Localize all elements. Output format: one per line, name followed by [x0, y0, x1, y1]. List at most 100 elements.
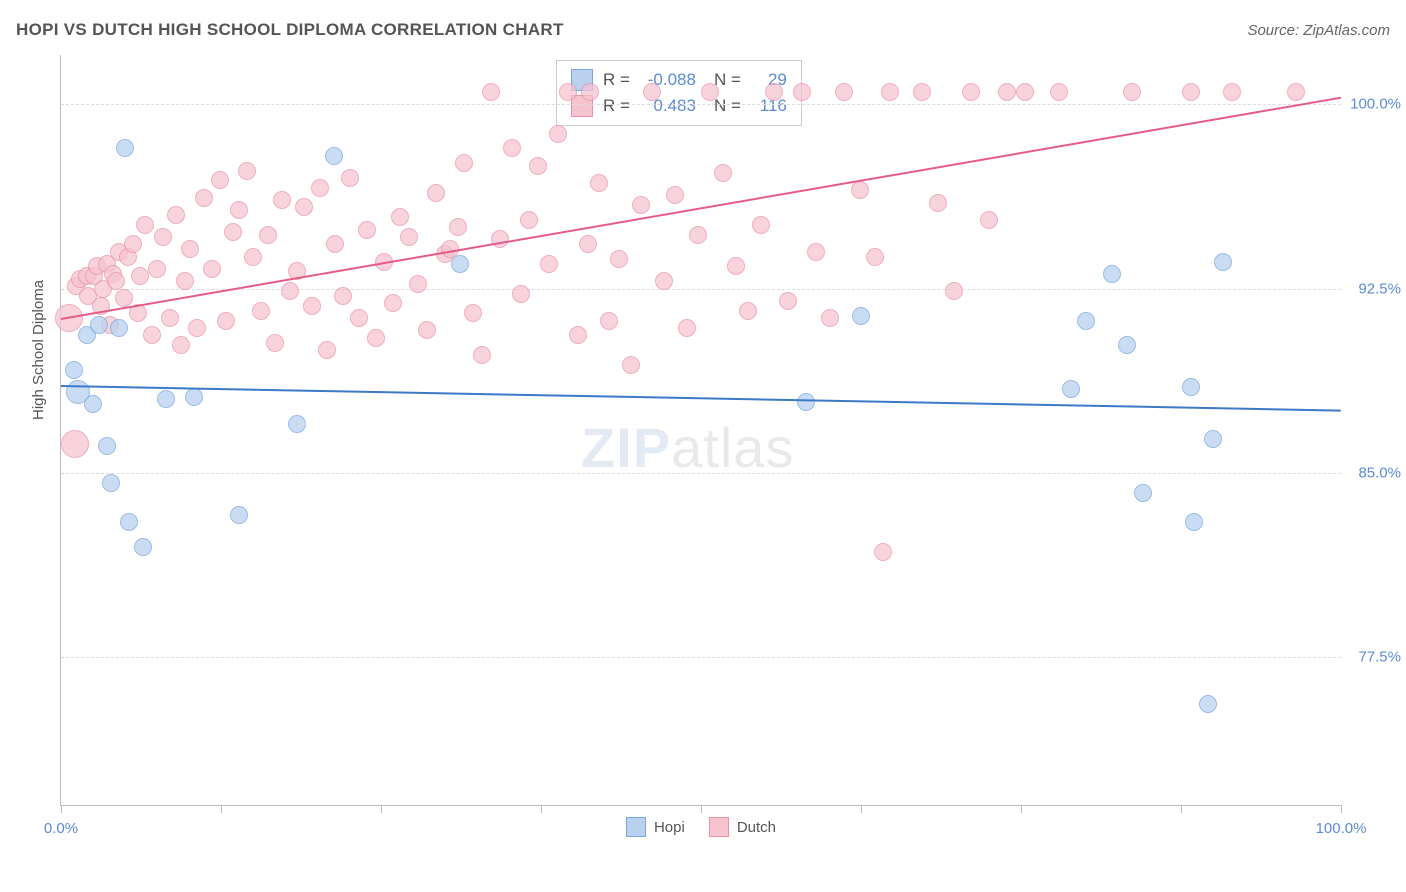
hopi-point	[1204, 430, 1222, 448]
dutch-point	[821, 309, 839, 327]
dutch-point	[689, 226, 707, 244]
dutch-point	[358, 221, 376, 239]
hopi-point	[157, 390, 175, 408]
dutch-point	[61, 430, 89, 458]
dutch-point	[136, 216, 154, 234]
dutch-point	[384, 294, 402, 312]
dutch-point	[154, 228, 172, 246]
dutch-point	[172, 336, 190, 354]
dutch-point	[334, 287, 352, 305]
dutch-point	[913, 83, 931, 101]
dutch-point	[115, 289, 133, 307]
dutch-point	[418, 321, 436, 339]
dutch-point	[482, 83, 500, 101]
dutch-point	[295, 198, 313, 216]
dutch-point	[962, 83, 980, 101]
dutch-point	[590, 174, 608, 192]
hopi-point	[1185, 513, 1203, 531]
x-tick	[221, 805, 222, 813]
dutch-point	[107, 272, 125, 290]
gridline	[61, 289, 1341, 290]
dutch-point	[464, 304, 482, 322]
legend-bottom: Hopi Dutch	[626, 817, 776, 837]
dutch-point	[1050, 83, 1068, 101]
y-tick-label: 85.0%	[1346, 465, 1401, 482]
hopi-point	[1077, 312, 1095, 330]
dutch-point	[632, 196, 650, 214]
dutch-point	[167, 206, 185, 224]
hopi-point	[325, 147, 343, 165]
dutch-point	[793, 83, 811, 101]
dutch-point	[303, 297, 321, 315]
dutch-point	[610, 250, 628, 268]
legend-item-hopi: Hopi	[626, 817, 685, 837]
dutch-point	[701, 83, 719, 101]
dutch-point	[427, 184, 445, 202]
hopi-point	[1182, 378, 1200, 396]
x-tick	[381, 805, 382, 813]
dutch-point	[266, 334, 284, 352]
dutch-point	[529, 157, 547, 175]
dutch-point	[244, 248, 262, 266]
dutch-point	[765, 83, 783, 101]
hopi-point	[797, 393, 815, 411]
dutch-point	[622, 356, 640, 374]
dutch-point	[835, 83, 853, 101]
dutch-point	[341, 169, 359, 187]
dutch-point	[455, 154, 473, 172]
hopi-point	[120, 513, 138, 531]
dutch-point	[579, 235, 597, 253]
dutch-point	[929, 194, 947, 212]
dutch-point	[409, 275, 427, 293]
watermark-part2: atlas	[671, 416, 794, 479]
dutch-point	[400, 228, 418, 246]
dutch-point	[1123, 83, 1141, 101]
stats-row-dutch: R = 0.483 N = 116	[571, 93, 787, 119]
hopi-point	[852, 307, 870, 325]
dutch-point	[143, 326, 161, 344]
dutch-point	[188, 319, 206, 337]
watermark: ZIPatlas	[581, 415, 794, 480]
hopi-point	[134, 538, 152, 556]
dutch-point	[779, 292, 797, 310]
dutch-point	[643, 83, 661, 101]
stats-r-label: R =	[603, 96, 630, 116]
y-axis-label: High School Diploma	[30, 280, 47, 420]
hopi-point	[90, 316, 108, 334]
dutch-point	[1016, 83, 1034, 101]
hopi-point	[1062, 380, 1080, 398]
dutch-point	[176, 272, 194, 290]
x-tick	[861, 805, 862, 813]
dutch-point	[473, 346, 491, 364]
dutch-point	[678, 319, 696, 337]
dutch-point	[224, 223, 242, 241]
x-tick-label: 100.0%	[1316, 820, 1367, 837]
stats-n-label: N =	[714, 96, 741, 116]
dutch-point	[211, 171, 229, 189]
dutch-point	[600, 312, 618, 330]
dutch-point	[367, 329, 385, 347]
hopi-trendline	[61, 385, 1341, 412]
dutch-point	[350, 309, 368, 327]
dutch-point	[874, 543, 892, 561]
dutch-point	[998, 83, 1016, 101]
hopi-point	[65, 361, 83, 379]
dutch-point	[655, 272, 673, 290]
dutch-point	[807, 243, 825, 261]
hopi-point	[185, 388, 203, 406]
hopi-point	[1134, 484, 1152, 502]
dutch-point	[1223, 83, 1241, 101]
watermark-part1: ZIP	[581, 416, 671, 479]
dutch-point	[549, 125, 567, 143]
y-tick-label: 77.5%	[1346, 649, 1401, 666]
dutch-swatch	[709, 817, 729, 837]
x-tick	[1341, 805, 1342, 813]
gridline	[61, 104, 1341, 105]
y-tick-label: 92.5%	[1346, 280, 1401, 297]
dutch-point	[195, 189, 213, 207]
chart-header: HOPI VS DUTCH HIGH SCHOOL DIPLOMA CORREL…	[16, 20, 1390, 40]
dutch-point	[238, 162, 256, 180]
stats-row-hopi: R = -0.088 N = 29	[571, 67, 787, 93]
x-tick	[1021, 805, 1022, 813]
dutch-point	[391, 208, 409, 226]
